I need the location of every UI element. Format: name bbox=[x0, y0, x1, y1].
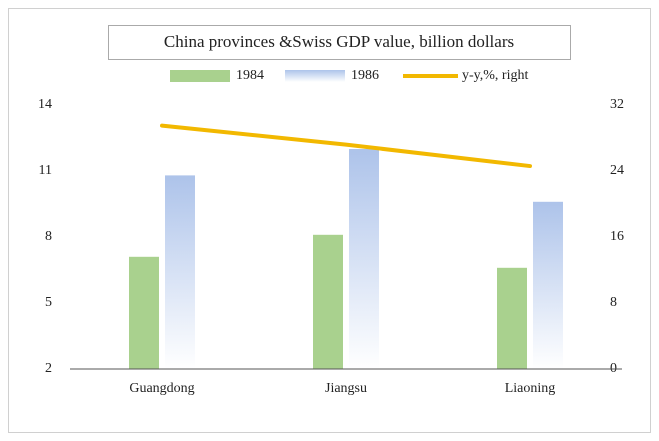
y-tick-label: 11 bbox=[39, 163, 52, 178]
legend-swatch bbox=[170, 70, 230, 82]
title-box bbox=[108, 25, 571, 60]
bar bbox=[165, 175, 195, 369]
y-tick-label: 2 bbox=[45, 361, 52, 376]
y-tick-label: 5 bbox=[45, 295, 52, 310]
chart-title: China provinces &Swiss GDP value, billio… bbox=[164, 32, 514, 51]
y2-tick-label: 8 bbox=[610, 295, 617, 310]
y2-tick-label: 16 bbox=[610, 229, 624, 244]
bar bbox=[313, 234, 343, 369]
bar bbox=[497, 267, 527, 369]
x-tick-label: Liaoning bbox=[505, 381, 556, 396]
y-tick-label: 8 bbox=[45, 229, 52, 244]
y2-tick-label: 32 bbox=[610, 97, 624, 112]
bar bbox=[129, 256, 159, 369]
y-tick-label: 14 bbox=[38, 97, 52, 112]
x-tick-label: Guangdong bbox=[129, 381, 194, 396]
legend-swatch bbox=[285, 70, 345, 82]
legend-label: y-y,%, right bbox=[462, 68, 528, 83]
y2-tick-label: 24 bbox=[610, 163, 624, 178]
line-series bbox=[160, 123, 532, 169]
x-tick-label: Jiangsu bbox=[325, 381, 367, 396]
legend-label: 1986 bbox=[351, 68, 379, 83]
bar bbox=[533, 201, 563, 369]
legend-label: 1984 bbox=[236, 68, 264, 83]
bar bbox=[349, 149, 379, 369]
